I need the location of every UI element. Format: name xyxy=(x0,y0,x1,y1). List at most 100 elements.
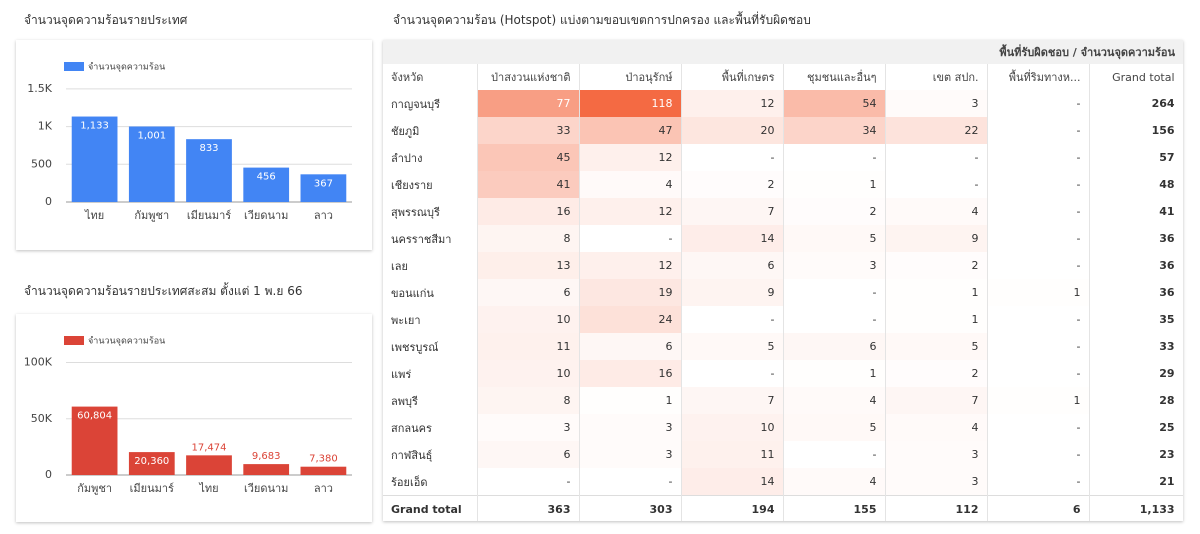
cell: 10 xyxy=(477,306,580,333)
table-row: สุพรรณบุรี 16 12 7 2 4-41 xyxy=(383,198,1183,225)
table-row: กาญจนบุรี 77 118 12 54 3-264 xyxy=(383,90,1183,117)
cell: 33 xyxy=(477,117,580,144)
cell: - xyxy=(681,144,784,171)
cell: 8 xyxy=(477,225,580,252)
cell: 4 xyxy=(783,387,886,414)
cell: 41 xyxy=(477,171,580,198)
cell: 118 xyxy=(579,90,682,117)
cell: 6 xyxy=(477,279,580,306)
cell: 2 xyxy=(681,171,784,198)
bar xyxy=(300,174,347,202)
column-header: เขต สปก. xyxy=(885,64,988,90)
table-title: จำนวนจุดความร้อน (Hotspot) แบ่งตามขอบเขต… xyxy=(393,13,811,27)
cell: 9 xyxy=(885,225,988,252)
table-row: พะเยา 10 24- -1-35 xyxy=(383,306,1183,333)
cell: - xyxy=(987,252,1090,279)
table-row: ร้อยเอ็ด - -14 4 3-21 xyxy=(383,468,1183,496)
cell: 1 xyxy=(987,279,1090,306)
cell: 5 xyxy=(681,333,784,360)
bar xyxy=(186,455,232,475)
header-group: พื้นที่รับผิดชอบ / จำนวนจุดความร้อน xyxy=(383,40,1183,64)
cell: 57 xyxy=(1089,144,1183,171)
value-label: 456 xyxy=(257,172,276,183)
cell: - xyxy=(783,144,886,171)
cell: 29 xyxy=(1089,360,1183,387)
cell: - xyxy=(885,171,988,198)
table-row: ลำปาง 45 12- - - -57 xyxy=(383,144,1183,171)
cell: - xyxy=(987,441,1090,468)
table-row: เลย 13 12 6 3 2-36 xyxy=(383,252,1183,279)
total-cell: 194 xyxy=(681,495,784,521)
row-header: นครราชสีมา xyxy=(383,225,478,252)
chart: จำนวนจุดความร้อน 0 50K 100K กัมพูชา 60,804 เมี… xyxy=(24,336,352,495)
cell: 12 xyxy=(681,90,784,117)
cell: 6 xyxy=(477,441,580,468)
x-tick-label: เวียดนาม xyxy=(244,209,288,222)
cell: 23 xyxy=(1089,441,1183,468)
cell: - xyxy=(783,306,886,333)
cell: 47 xyxy=(579,117,682,144)
legend-swatch xyxy=(64,62,84,71)
card: จำนวนจุดความร้อน 0 500 1K 1.5K ไทย 1,133 กัมพูช… xyxy=(16,40,372,250)
row-header: พะเยา xyxy=(383,306,478,333)
card: จำนวนจุดความร้อน 0 50K 100K กัมพูชา 60,804 เมี… xyxy=(16,314,372,522)
cell: - xyxy=(987,171,1090,198)
cell: 3 xyxy=(579,441,682,468)
cell: - xyxy=(987,144,1090,171)
row-header: สุพรรณบุรี xyxy=(383,198,478,225)
bar xyxy=(128,126,175,202)
cell: 12 xyxy=(579,198,682,225)
row-header: ร้อยเอ็ด xyxy=(383,468,478,496)
row-header: ขอนแก่น xyxy=(383,279,478,306)
cell: 24 xyxy=(579,306,682,333)
x-tick-label: ลาว xyxy=(314,209,333,222)
cell: 14 xyxy=(681,468,784,496)
column-header: พื้นที่ริมทางห... xyxy=(987,64,1090,90)
cell: - xyxy=(477,468,580,496)
cell: 7 xyxy=(681,198,784,225)
column-header: ป่าสงวนแห่งชาติ xyxy=(477,64,580,90)
table-row: กาฬสินธุ์ 6 3 11-3-23 xyxy=(383,441,1183,468)
cell: - xyxy=(681,360,784,387)
column-header: ป่าอนุรักษ์ xyxy=(579,64,682,90)
column-header: พื้นที่เกษตร xyxy=(681,64,784,90)
cell: 2 xyxy=(885,360,988,387)
cell: 34 xyxy=(783,117,886,144)
value-label: 7,380 xyxy=(309,454,338,465)
cell: - xyxy=(987,117,1090,144)
cell: - xyxy=(987,198,1090,225)
value-label: 17,474 xyxy=(192,442,227,453)
cell: 16 xyxy=(579,360,682,387)
cell: 8 xyxy=(477,387,580,414)
total-row: Grand total 363 303 194 155 112 6 1,133 xyxy=(383,495,1183,521)
table-row: เพชรบูรณ์ 11 6 5 6 5-33 xyxy=(383,333,1183,360)
table-row: ชัยภูมิ 33 47 20 34 22-156 xyxy=(383,117,1183,144)
cell: 3 xyxy=(885,468,988,496)
cell: 12 xyxy=(579,144,682,171)
table-row: สกลนคร 3 3 10 5 4-25 xyxy=(383,414,1183,441)
value-label: 367 xyxy=(314,178,333,189)
row-header: ลำปาง xyxy=(383,144,478,171)
row-header: แพร่ xyxy=(383,360,478,387)
cell: - xyxy=(987,468,1090,496)
cell: - xyxy=(987,90,1090,117)
row-header: ชัยภูมิ xyxy=(383,117,478,144)
cell: 3 xyxy=(579,414,682,441)
total-cell: 1,133 xyxy=(1089,495,1183,521)
cell: 6 xyxy=(783,333,886,360)
value-label: 833 xyxy=(199,143,218,154)
cell: 7 xyxy=(681,387,784,414)
cell: 36 xyxy=(1089,225,1183,252)
y-tick-label: 1K xyxy=(38,120,53,133)
bar xyxy=(300,466,347,475)
cell: - xyxy=(987,360,1090,387)
chart-title: จำนวนจุดความร้อนรายประเทศสะสม ตั้งแต่ 1 … xyxy=(24,284,303,298)
cell: - xyxy=(987,414,1090,441)
x-tick-label: ลาว xyxy=(314,482,333,495)
cell: 3 xyxy=(477,414,580,441)
chart-title: จำนวนจุดความร้อนรายประเทศ xyxy=(24,13,188,27)
row-header: กาฬสินธุ์ xyxy=(383,441,478,468)
cell: 5 xyxy=(885,333,988,360)
x-tick-label: เมียนมาร์ xyxy=(187,209,231,222)
